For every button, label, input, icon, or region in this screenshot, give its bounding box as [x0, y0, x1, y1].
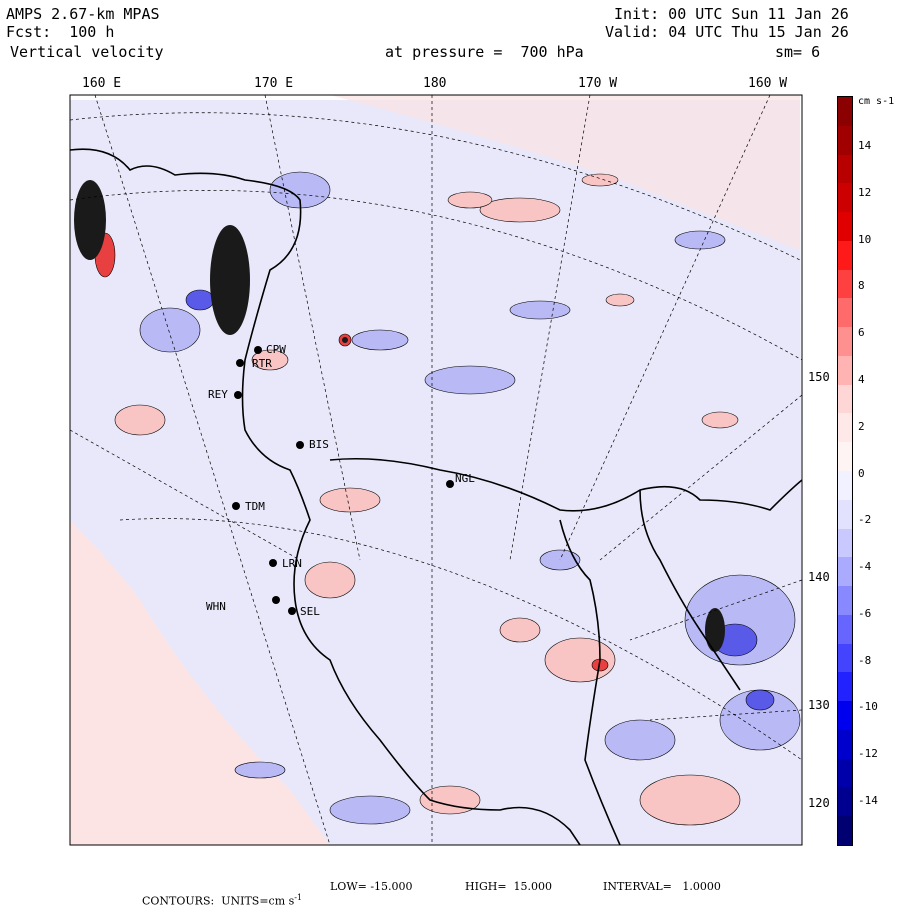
colorbar — [837, 96, 853, 846]
pressure-level: at pressure = 700 hPa — [385, 43, 584, 61]
colorbar-swatch — [838, 413, 852, 443]
lon-label-170e: 170 E — [254, 76, 294, 91]
station-rey: REY — [208, 388, 228, 401]
station-sel: SEL — [300, 605, 320, 618]
colorbar-swatch — [838, 97, 852, 127]
smoothing: sm= 6 — [775, 43, 821, 61]
pink-region — [70, 520, 330, 845]
colorbar-tick-label: 14 — [858, 139, 872, 152]
colorbar-tick-label: -14 — [858, 794, 878, 807]
footer-low: LOW= -15.000 — [330, 880, 413, 893]
domain-background — [70, 100, 802, 845]
valid-time: Valid: 04 UTC Thu 15 Jan 26 — [605, 23, 849, 41]
graticule — [70, 95, 802, 845]
colorbar-tick-label: -12 — [858, 747, 878, 761]
colorbar-swatch — [838, 183, 852, 213]
footer-interval: INTERVAL= 1.0000 — [603, 880, 721, 893]
forecast-hour: Fcst: 100 h — [6, 23, 115, 41]
colorbar-tick-label: 12 — [858, 185, 872, 199]
colorbar-swatch — [838, 614, 852, 645]
lon-label-180: 180 — [423, 76, 447, 91]
lon-label-160e: 160 E — [82, 76, 122, 91]
contours-units-label: CONTOURS: UNITS=cm s — [142, 894, 295, 908]
colorbar-tick-label: -2 — [858, 513, 872, 527]
colorbar-swatch — [838, 816, 852, 846]
lon-label-160w: 160 W — [748, 76, 788, 91]
colorbar-swatch — [838, 355, 852, 386]
colorbar-swatch — [838, 240, 852, 271]
velocity-blobs — [74, 171, 801, 826]
station-bis: BIS — [309, 438, 329, 451]
colorbar-swatch — [838, 442, 852, 472]
colorbar-tick-label: 8 — [858, 279, 865, 293]
colorbar-swatch — [838, 125, 852, 156]
init-time: Init: 00 UTC Sun 11 Jan 26 — [614, 5, 849, 23]
model-title: AMPS 2.67-km MPAS — [6, 5, 160, 23]
colorbar-swatch — [838, 557, 852, 587]
coastline — [70, 148, 802, 845]
colorbar-swatch — [838, 729, 852, 760]
station-cpw: CPW — [266, 343, 286, 356]
colorbar-units: cm s-1 — [858, 96, 895, 107]
colorbar-swatch — [838, 701, 852, 731]
map-frame — [69, 94, 803, 846]
colorbar-swatch — [838, 269, 852, 299]
colorbar-swatch — [838, 787, 852, 817]
colorbar-swatch — [838, 298, 852, 328]
colorbar-swatch — [838, 672, 852, 702]
colorbar-tick-label: 4 — [858, 372, 865, 386]
colorbar-tick-label: -4 — [858, 560, 872, 574]
colorbar-tick-label: -8 — [858, 653, 872, 667]
station-rtr: RTR — [252, 357, 272, 370]
lon-label-170w: 170 W — [578, 76, 618, 91]
colorbar-tick-label: 0 — [858, 466, 865, 480]
colorbar-swatch — [838, 758, 852, 788]
footer-contours: CONTOURS: UNITS=cm s-1 — [135, 880, 302, 908]
colorbar-swatch — [838, 643, 852, 673]
colorbar-tick-label: -6 — [858, 606, 872, 620]
footer-high: HIGH= 15.000 — [465, 880, 553, 893]
field-name: Vertical velocity — [10, 43, 164, 61]
colorbar-swatch — [838, 212, 852, 242]
contours-units-exponent: -1 — [294, 893, 303, 902]
colorbar-tick-label: 6 — [858, 326, 865, 340]
colorbar-swatch — [838, 586, 852, 616]
station-whn: WHN — [206, 600, 226, 613]
station-dots — [232, 346, 454, 615]
station-ngl: NGL — [455, 472, 475, 485]
colorbar-tick-label: 10 — [858, 232, 872, 246]
colorbar-swatch — [838, 154, 852, 184]
station-lrn: LRN — [282, 557, 302, 570]
station-tdm: TDM — [245, 500, 265, 513]
colorbar-swatch — [838, 471, 852, 501]
colorbar-swatch — [838, 384, 852, 414]
colorbar-swatch — [838, 327, 852, 357]
colorbar-swatch — [838, 499, 852, 530]
colorbar-tick-label: 2 — [858, 419, 865, 433]
colorbar-tick-label: -10 — [858, 700, 878, 714]
colorbar-swatch — [838, 528, 852, 558]
